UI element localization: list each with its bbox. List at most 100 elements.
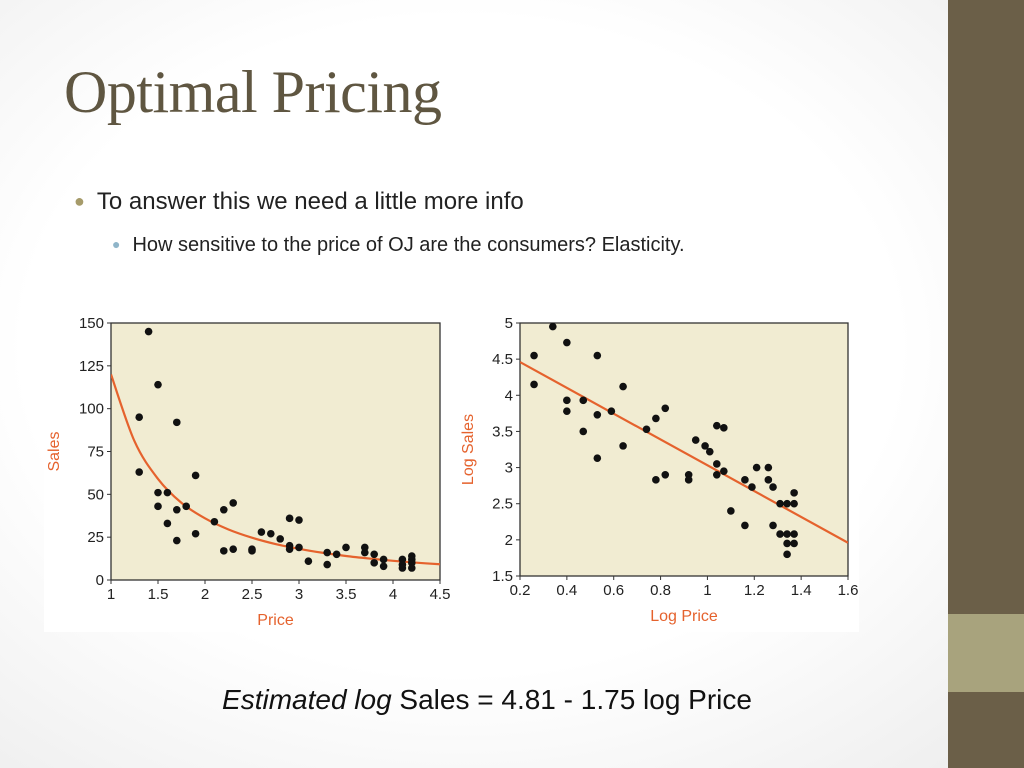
chart2-data-point — [579, 427, 588, 436]
chart1-data-point — [285, 545, 294, 553]
chart2-y-tick-label: 2 — [505, 532, 513, 549]
chart1-data-point — [135, 413, 143, 422]
chart1-data-point — [379, 562, 388, 571]
chart2-x-tick-label: 0.8 — [650, 582, 671, 599]
chart1-y-tick-label: 125 — [79, 358, 104, 375]
chart2-x-tick-label: 0.2 — [510, 582, 531, 599]
chart1-data-point — [154, 488, 162, 497]
chart2-data-point — [752, 463, 761, 472]
chart1-x-tick-label: 2.5 — [242, 586, 263, 603]
chart2-data-point — [661, 471, 670, 479]
chart1-plot-area — [110, 322, 441, 581]
chart1-data-point — [267, 529, 275, 538]
chart1-data-point — [295, 543, 303, 552]
chart1-y-tick-label: 50 — [87, 486, 104, 503]
chart1-data-point — [398, 564, 407, 572]
chart2-data-point — [764, 463, 773, 472]
chart1-data-point — [229, 499, 237, 507]
chart2-data-point — [741, 476, 749, 484]
chart1-data-point — [173, 536, 181, 545]
chart1-x-tick-label: 4.5 — [430, 586, 451, 603]
chart2-data-point — [783, 539, 791, 548]
chart2-data-point — [790, 539, 798, 548]
chart1-data-point — [370, 559, 379, 567]
bullet-dot-icon: ● — [74, 191, 85, 211]
chart2-y-tick-label: 4 — [505, 387, 513, 404]
chart1-data-point — [257, 528, 266, 536]
chart2-data-point — [579, 396, 588, 405]
chart2-data-point — [549, 322, 557, 331]
chart1-data-point — [135, 468, 143, 476]
chart2-data-point — [783, 499, 791, 508]
chart1-y-tick-label: 150 — [79, 315, 104, 332]
chart2-data-point — [769, 521, 777, 530]
chart1-data-point — [191, 471, 200, 480]
chart1-data-point — [361, 548, 369, 557]
chart2-y-tick-label: 3.5 — [492, 423, 513, 440]
chart2-fit-line — [520, 361, 848, 544]
chart2-data-point — [593, 411, 602, 419]
chart2-data-point — [642, 425, 651, 434]
chart2-data-point — [652, 476, 660, 484]
chart2-data-point — [713, 471, 721, 479]
chart1-data-point — [408, 564, 416, 572]
chart1-x-tick-label: 4 — [389, 586, 397, 603]
chart2-data-point — [530, 351, 538, 360]
chart1-data-point — [163, 488, 172, 497]
chart1-y-tick-label: 75 — [87, 444, 104, 461]
log-sales-vs-log-price-svg: 0.2 0.4 0.6 0.8 1 1.2 1.4 1.6 1.5 2 2.5 3 3.5 4 4.5 5 Lo… — [460, 315, 859, 625]
chart2-y-tick-label: 5 — [505, 315, 513, 332]
formula-rest: Sales = 4.81 - 1.75 log Price — [391, 684, 752, 715]
chart1-data-point — [163, 519, 172, 528]
chart2-data-point — [769, 483, 777, 491]
chart1-data-point — [229, 545, 237, 553]
chart1-x-tick-label: 3 — [295, 586, 303, 603]
chart2-x-tick-label: 0.6 — [603, 582, 624, 599]
chart2-data-point — [727, 507, 735, 515]
chart1-x-tick-label: 3.5 — [336, 586, 357, 603]
chart2-y-tick-label: 4.5 — [492, 351, 513, 368]
chart2-data-point — [619, 442, 627, 450]
bullet-text: To answer this we need a little more inf… — [96, 188, 524, 215]
chart2-y-tick-label: 3 — [505, 460, 513, 477]
chart2-data-point — [790, 499, 798, 508]
log-sales-vs-log-price-chart: 0.2 0.4 0.6 0.8 1 1.2 1.4 1.6 1.5 2 2.5 3 3.5 4 4.5 5 Lo… — [458, 312, 859, 632]
sidebar-accent-block — [948, 614, 1024, 692]
chart2-data-point — [701, 442, 709, 450]
chart2-data-point — [790, 530, 798, 538]
chart2-y-tick-label: 1.5 — [492, 568, 513, 585]
chart1-data-point — [182, 502, 190, 511]
chart2-data-point — [563, 407, 571, 415]
chart1-data-point — [154, 380, 162, 389]
sales-vs-price-chart: 1 1.5 2 2.5 3 3.5 4 4.5 0 25 50 75 100 125 150 Price Sal… — [44, 306, 458, 632]
chart1-data-point — [173, 418, 181, 427]
chart1-data-point — [144, 327, 153, 336]
chart1-data-point — [295, 516, 303, 524]
chart1-data-point — [210, 517, 219, 526]
chart2-x-tick-label: 1.6 — [838, 582, 859, 599]
chart2-data-point — [783, 550, 791, 559]
chart2-data-point — [661, 404, 670, 413]
chart2-data-point — [776, 530, 784, 538]
chart2-data-point — [720, 424, 728, 432]
chart2-data-point — [530, 380, 538, 389]
chart1-data-point — [342, 543, 350, 552]
chart2-x-tick-label: 1 — [703, 582, 711, 599]
bullet-level-1: ● To answer this we need a little more in… — [74, 188, 524, 216]
chart2-data-point — [619, 382, 627, 391]
regression-formula: Estimated log Sales = 4.81 - 1.75 log Pr… — [0, 684, 974, 716]
bullet-level-2: ● How sensitive to the price of OJ are th… — [112, 234, 685, 257]
chart2-data-point — [607, 407, 616, 415]
chart1-x-tick-label: 1.5 — [148, 586, 169, 603]
chart1-data-point — [220, 505, 228, 514]
chart2-data-point — [748, 483, 756, 491]
chart2-data-point — [705, 447, 714, 456]
chart1-y-tick-label: 25 — [87, 529, 104, 546]
chart2-data-point — [741, 521, 749, 530]
chart1-data-point — [173, 505, 181, 514]
chart1-data-point — [323, 560, 332, 569]
chart1-data-point — [276, 535, 284, 543]
chart2-data-point — [691, 436, 700, 444]
chart2-y-tick-label: 2.5 — [492, 496, 513, 513]
chart2-plot-area — [519, 322, 849, 577]
